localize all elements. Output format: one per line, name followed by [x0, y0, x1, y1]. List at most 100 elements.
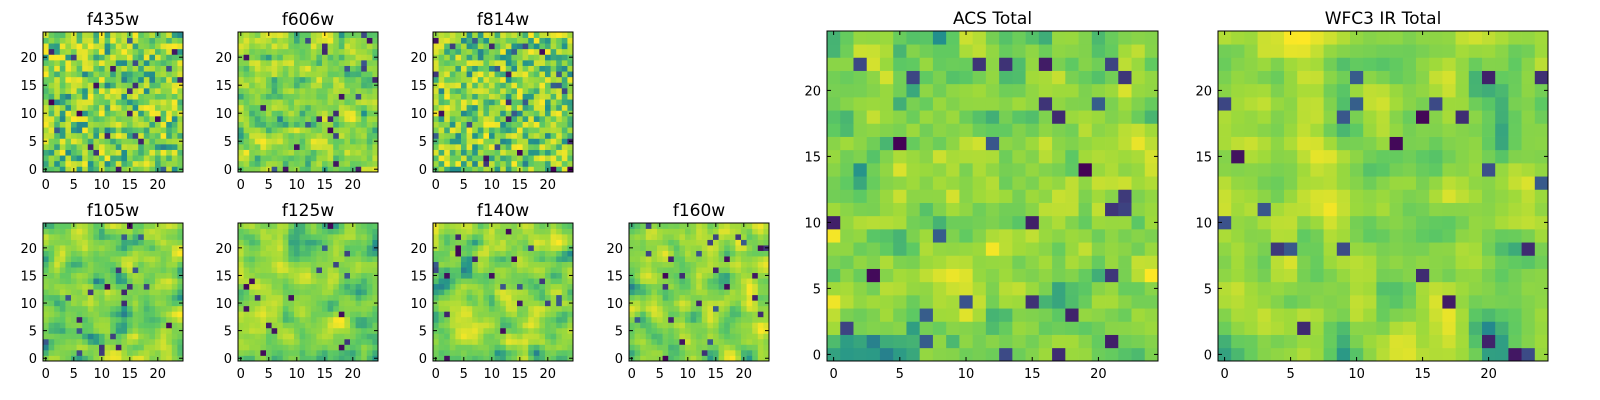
heatmap-cell — [746, 234, 753, 240]
heatmap-cell — [115, 355, 122, 362]
heatmap-cell — [444, 333, 451, 340]
heatmap-cell — [355, 43, 362, 50]
heatmap-cell — [999, 321, 1013, 335]
heatmap-cell — [827, 334, 841, 349]
heatmap-cell — [104, 300, 111, 307]
heatmap-cell — [455, 278, 462, 285]
heatmap-cell — [104, 322, 111, 329]
heatmap-cell — [59, 278, 66, 285]
heatmap-cell — [946, 308, 960, 322]
heatmap-cell — [763, 239, 770, 246]
y-tick-label: 20 — [20, 242, 37, 257]
heatmap-cell — [713, 267, 719, 274]
heatmap-cell — [305, 327, 312, 334]
heatmap-cell — [316, 355, 323, 362]
heatmap-cell — [729, 283, 736, 290]
heatmap-cell — [277, 239, 284, 246]
heatmap-cell — [350, 99, 356, 106]
heatmap-cell — [449, 234, 456, 240]
heatmap-cell — [657, 228, 663, 235]
heatmap-cell — [350, 278, 356, 285]
heatmap-cell — [177, 76, 184, 83]
heatmap-cell — [985, 215, 1000, 230]
heatmap-cell — [350, 71, 356, 78]
heatmap-cell — [149, 278, 156, 285]
heatmap-cell — [104, 149, 111, 156]
heatmap-cell — [752, 338, 759, 345]
heatmap-cell — [155, 256, 161, 262]
heatmap-cell — [155, 43, 161, 50]
heatmap-cell — [662, 344, 669, 351]
heatmap-cell — [316, 104, 323, 111]
heatmap-cell — [528, 223, 535, 229]
heatmap-cell — [93, 333, 100, 340]
heatmap-cell — [545, 228, 551, 235]
heatmap-cell — [43, 121, 49, 128]
heatmap-cell — [724, 283, 731, 290]
x-tick-label: 15 — [122, 367, 139, 382]
heatmap-cell — [511, 322, 518, 329]
heatmap-cell — [138, 116, 145, 122]
heatmap-cell — [254, 110, 261, 117]
heatmap-cell — [177, 234, 184, 240]
heatmap-cell — [99, 48, 105, 55]
heatmap-cell — [271, 344, 278, 351]
heatmap-cell — [972, 334, 987, 349]
heatmap-cell — [556, 272, 563, 279]
heatmap-cell — [132, 104, 139, 111]
heatmap-cell — [449, 76, 456, 83]
heatmap-cell — [545, 316, 551, 323]
heatmap-cell — [438, 60, 445, 66]
heatmap-cell — [138, 37, 145, 44]
heatmap-cell — [59, 155, 66, 162]
heatmap-cell — [82, 355, 89, 362]
heatmap-cell — [271, 32, 278, 38]
heatmap-cell — [282, 88, 289, 94]
heatmap-cell — [166, 267, 173, 274]
heatmap-cell — [477, 250, 484, 257]
heatmap-cell — [449, 99, 456, 106]
heatmap-cell — [110, 32, 117, 38]
heatmap-cell — [299, 294, 306, 301]
heatmap-cell — [645, 283, 652, 290]
heatmap-cell — [528, 76, 535, 83]
heatmap-cell — [561, 267, 568, 274]
heatmap-cell — [999, 149, 1013, 164]
heatmap-cell — [143, 278, 150, 285]
heatmap-cell — [43, 88, 49, 94]
heatmap-cell — [466, 43, 473, 50]
heatmap-cell — [545, 65, 551, 72]
heatmap-cell — [893, 281, 907, 296]
heatmap-cell — [288, 121, 295, 128]
heatmap-cell — [696, 228, 703, 235]
heatmap-cell — [866, 163, 881, 177]
heatmap-cell — [472, 160, 479, 167]
heatmap-cell — [76, 300, 83, 307]
heatmap-cell — [138, 239, 145, 246]
heatmap-cell — [54, 65, 61, 72]
heatmap-cell — [1105, 255, 1119, 269]
heatmap-cell — [713, 272, 719, 279]
heatmap-cell — [305, 54, 312, 61]
heatmap-cell — [906, 163, 921, 177]
heatmap-cell — [254, 121, 261, 128]
heatmap-cell — [505, 121, 512, 128]
heatmap-cell — [93, 322, 100, 329]
heatmap-cell — [355, 267, 362, 274]
heatmap-cell — [1038, 163, 1053, 177]
heatmap-cell — [366, 76, 373, 83]
heatmap-cell — [511, 48, 518, 55]
heatmap-cell — [505, 32, 512, 38]
heatmap-cell — [288, 93, 295, 100]
heatmap-cell — [517, 228, 523, 235]
heatmap-cell — [177, 349, 184, 356]
heatmap-cell — [288, 294, 295, 301]
heatmap-cell — [43, 316, 49, 323]
heatmap-cell — [550, 245, 557, 251]
heatmap-cell — [466, 245, 473, 251]
heatmap-cell — [249, 349, 256, 356]
heatmap-cell — [299, 116, 306, 122]
heatmap-cell — [455, 289, 462, 296]
heatmap-cell — [449, 116, 456, 122]
heatmap-cell — [752, 278, 759, 285]
